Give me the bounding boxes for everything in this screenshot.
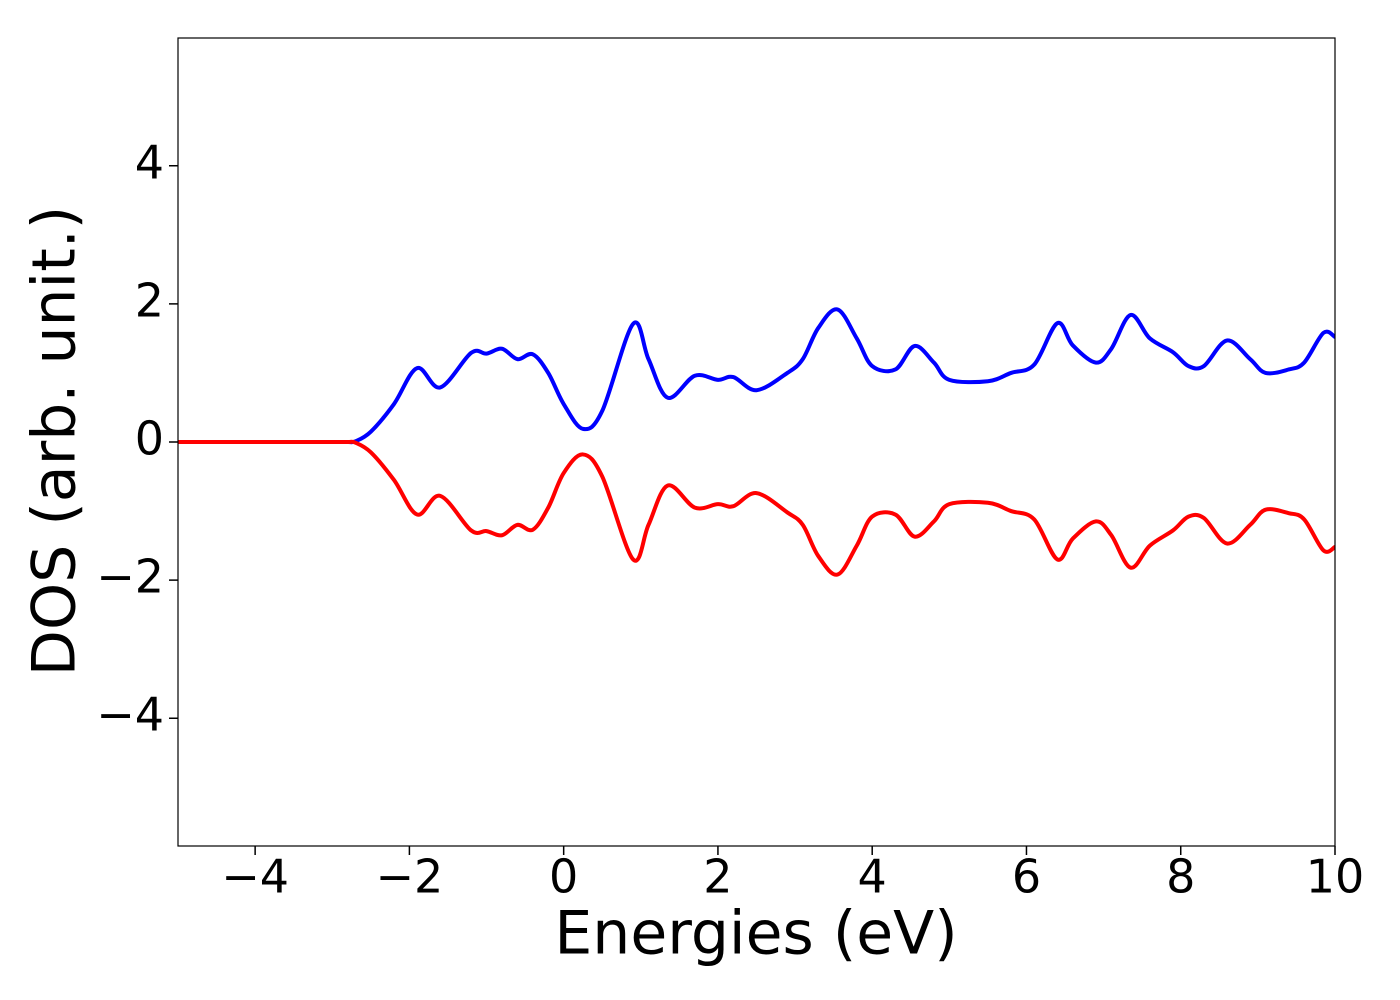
y-tick-label: −4 (96, 688, 164, 742)
x-axis-label: Energies (eV) (554, 899, 957, 969)
y-tick-label: 0 (135, 412, 164, 466)
series-line (178, 439, 1335, 577)
x-tick-label: 0 (549, 850, 578, 904)
x-tick-label: 4 (858, 850, 887, 904)
y-tick-label: −2 (96, 550, 164, 604)
y-tick-label: 2 (135, 273, 164, 327)
x-tick-label: −4 (221, 850, 289, 904)
plot-frame (177, 37, 1336, 847)
series-line (178, 307, 1335, 445)
x-tick-label: 6 (1012, 850, 1041, 904)
x-tick-label: 10 (1306, 850, 1365, 904)
x-tick-label: 8 (1166, 850, 1195, 904)
x-tick-label: −2 (375, 850, 443, 904)
x-tick-label: 2 (703, 850, 732, 904)
y-axis-label: DOS (arb. unit.) (20, 206, 90, 676)
y-tick-label: 4 (135, 135, 164, 189)
